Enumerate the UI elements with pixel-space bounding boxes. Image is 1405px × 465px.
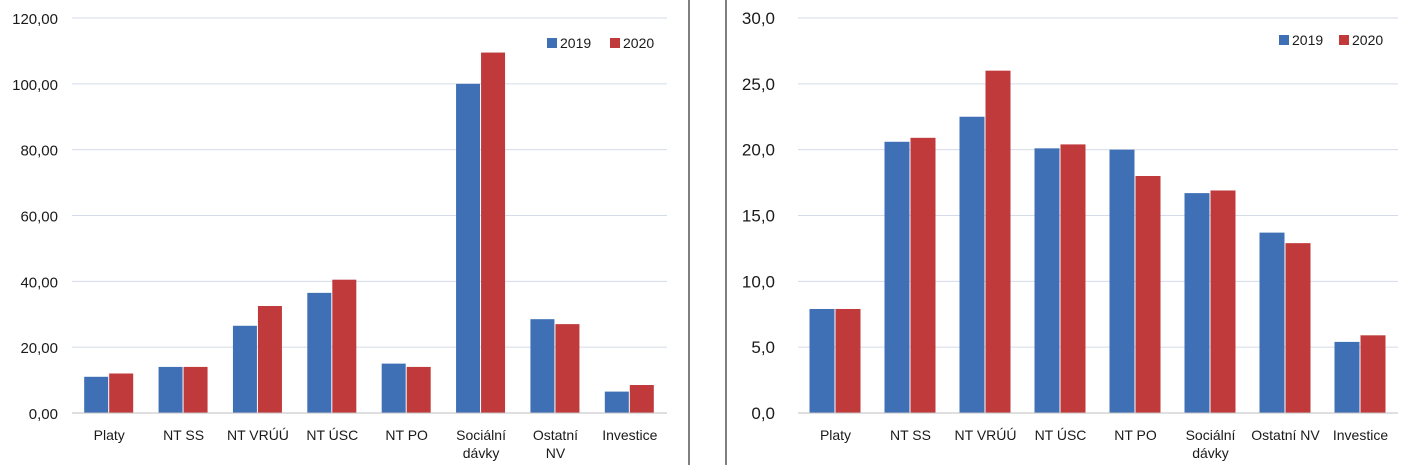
legend-swatch	[547, 38, 557, 48]
y-tick-label: 40,00	[20, 274, 58, 291]
y-tick-label: 0,00	[29, 406, 58, 423]
legend-swatch	[1339, 35, 1349, 45]
bar-2020	[332, 279, 357, 413]
x-tick-label: Investice	[602, 427, 657, 443]
panel-divider	[688, 0, 690, 465]
bar-2019	[232, 325, 257, 413]
y-tick-label: 60,00	[20, 209, 58, 226]
bar-2020	[985, 70, 1011, 414]
bar-2019	[1334, 341, 1360, 413]
x-tick-label: NT SS	[890, 427, 931, 443]
x-tick-label: Ostatní NV	[533, 427, 578, 461]
x-tick-label: NT ÚSC	[306, 427, 358, 443]
bar-2019	[1259, 232, 1285, 413]
bar-2019	[1109, 149, 1135, 413]
legend-label: 2019	[560, 35, 591, 51]
x-tick-label: Ostatní NV	[1251, 427, 1320, 443]
y-tick-label: 5,0	[751, 338, 775, 357]
bar-2019	[1184, 193, 1210, 413]
bar-2020	[835, 308, 861, 413]
bar-2019	[307, 292, 332, 413]
bar-2019	[959, 116, 985, 413]
bar-2020	[481, 52, 506, 413]
y-tick-label: 20,00	[20, 340, 58, 357]
bar-2020	[910, 137, 936, 414]
bar-2020	[555, 324, 580, 413]
bar-2020	[1135, 176, 1161, 413]
bar-2019	[456, 83, 481, 413]
y-tick-label: 25,0	[742, 75, 775, 94]
y-tick-label: 0,0	[751, 404, 775, 423]
bar-2019	[381, 363, 406, 413]
legend-label: 2020	[623, 35, 654, 51]
bar-2020	[406, 366, 431, 413]
bar-2020	[183, 366, 208, 413]
bar-2020	[629, 385, 654, 413]
bar-2020	[1210, 190, 1236, 413]
bar-2019	[530, 319, 555, 413]
bar-chart-left: 0,00 20,00 40,00 60,00 80,00 100,00 120,00 Plat…	[12, 11, 667, 461]
y-tick-label: 30,0	[742, 9, 775, 28]
x-tick-label: NT VRÚÚ	[955, 427, 1017, 443]
y-tick-label: 10,0	[742, 272, 775, 291]
legend-swatch	[610, 38, 620, 48]
bar-2020	[1285, 243, 1311, 413]
bar-2020	[1060, 144, 1086, 413]
y-tick-label: 100,00	[12, 77, 58, 94]
x-tick-label: Sociální dávky	[456, 427, 506, 461]
x-tick-label: NT PO	[385, 427, 428, 443]
bar-2019	[158, 366, 183, 413]
bar-chart-right: 0,0 5,0 10,0 15,0 20,0 25,0 30,0 Platy NT SS NT V…	[742, 9, 1398, 461]
bar-2020	[257, 306, 282, 413]
bar-2019	[604, 391, 629, 413]
x-tick-label: Platy	[94, 427, 125, 443]
y-tick-label: 80,00	[20, 143, 58, 160]
legend-label: 2020	[1352, 32, 1383, 48]
bar-2019	[84, 376, 109, 413]
x-tick-label: NT ÚSC	[1035, 427, 1087, 443]
x-tick-label: NT VRÚÚ	[227, 427, 289, 443]
panel-divider	[725, 0, 727, 465]
chart-panel-right: 0,0 5,0 10,0 15,0 20,0 25,0 30,0 Platy NT SS NT V…	[727, 0, 1405, 465]
legend-swatch	[1279, 35, 1289, 45]
y-tick-label: 15,0	[742, 207, 775, 226]
y-tick-label: 120,00	[12, 11, 58, 28]
x-tick-label: NT PO	[1114, 427, 1157, 443]
x-tick-label: Investice	[1333, 427, 1388, 443]
legend-label: 2019	[1292, 32, 1323, 48]
x-tick-label: Sociální dávky	[1186, 427, 1236, 461]
bar-2020	[1360, 335, 1386, 413]
bar-2019	[1034, 148, 1060, 413]
x-tick-label: NT SS	[163, 427, 204, 443]
chart-panel-left: 0,00 20,00 40,00 60,00 80,00 100,00 120,00 Plat…	[0, 0, 690, 465]
y-tick-label: 20,0	[742, 141, 775, 160]
bar-2019	[809, 308, 835, 413]
x-tick-label: Platy	[820, 427, 851, 443]
bar-2020	[109, 373, 134, 413]
bar-2019	[884, 141, 910, 413]
